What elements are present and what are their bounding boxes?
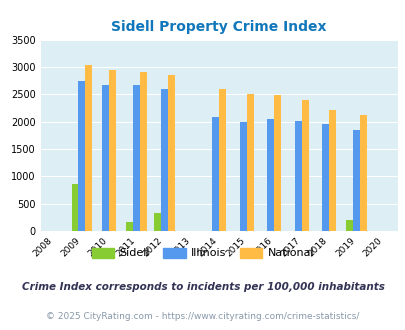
Bar	[212, 117, 219, 231]
Bar	[301, 100, 308, 231]
Bar	[78, 81, 85, 231]
Title: Sidell Property Crime Index: Sidell Property Crime Index	[111, 20, 326, 34]
Bar	[71, 184, 78, 231]
Bar	[133, 85, 140, 231]
Bar	[273, 95, 280, 231]
Bar	[85, 65, 92, 231]
Bar	[126, 222, 133, 231]
Bar	[167, 75, 174, 231]
Bar	[322, 124, 328, 231]
Bar	[109, 70, 116, 231]
Text: © 2025 CityRating.com - https://www.cityrating.com/crime-statistics/: © 2025 CityRating.com - https://www.city…	[46, 312, 359, 321]
Bar	[266, 119, 273, 231]
Bar	[359, 115, 366, 231]
Bar	[140, 72, 147, 231]
Bar	[153, 213, 160, 231]
Bar	[102, 85, 109, 231]
Legend: Sidell, Illinois, National: Sidell, Illinois, National	[87, 243, 318, 263]
Bar	[219, 89, 226, 231]
Bar	[352, 130, 359, 231]
Bar	[345, 220, 352, 231]
Text: Crime Index corresponds to incidents per 100,000 inhabitants: Crime Index corresponds to incidents per…	[21, 282, 384, 292]
Bar	[246, 94, 253, 231]
Bar	[160, 89, 167, 231]
Bar	[328, 110, 335, 231]
Bar	[239, 122, 246, 231]
Bar	[294, 121, 301, 231]
